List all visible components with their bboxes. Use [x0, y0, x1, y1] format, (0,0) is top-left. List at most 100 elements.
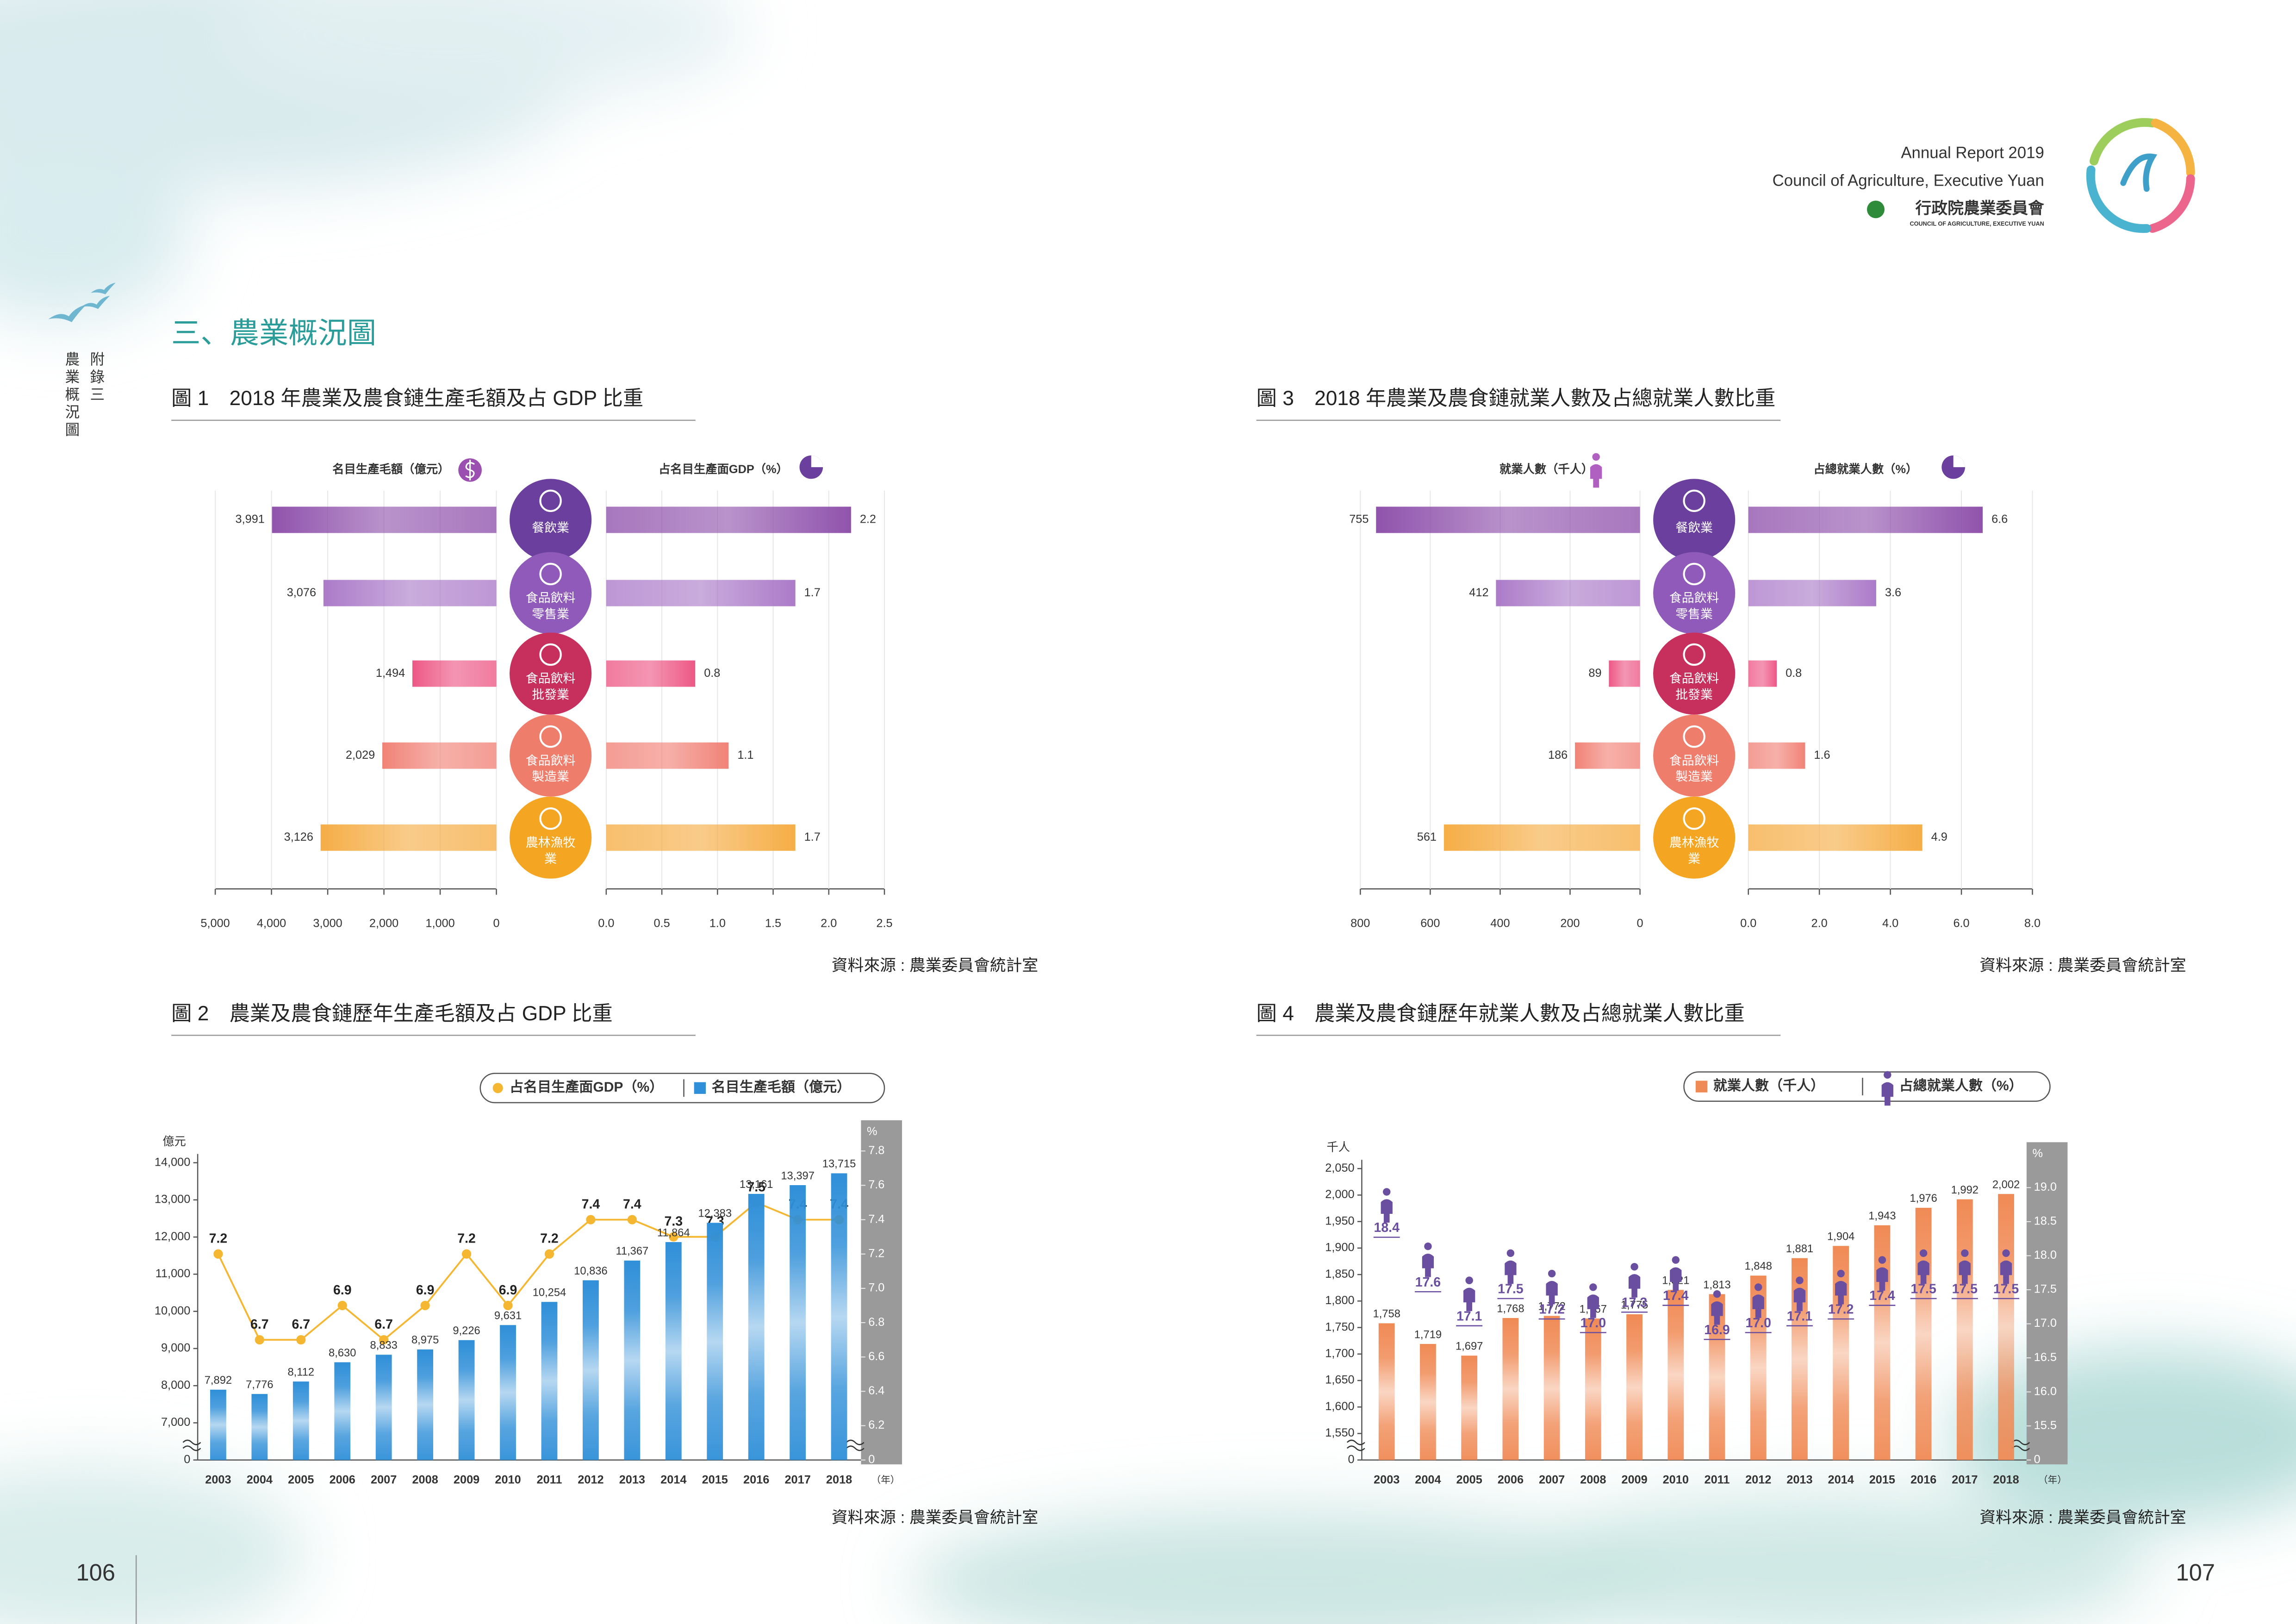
bar	[707, 1223, 723, 1460]
bar	[251, 1394, 268, 1460]
y-tick-label: 1,750	[1325, 1320, 1354, 1333]
legend-box	[479, 1073, 885, 1104]
person-body	[1752, 1294, 1764, 1318]
x-tick-label: 0.5	[653, 917, 670, 930]
category-label: 食品飲料批發業	[526, 672, 576, 702]
source-note: 資料來源 : 農業委員會統計室	[1979, 956, 2186, 974]
value-label: 7.4	[582, 1197, 600, 1212]
value-label: 13,397	[781, 1170, 815, 1182]
person-head	[2002, 1249, 2010, 1257]
y-tick-label: 1,850	[1325, 1268, 1354, 1280]
x-tick-label: 0.0	[598, 917, 614, 930]
source-note: 資料來源 : 農業委員會統計室	[832, 956, 1038, 974]
dollar-sign	[465, 460, 475, 481]
x-tick-label: 2006	[1498, 1474, 1524, 1487]
bar	[1376, 506, 1640, 533]
x-tick-label: 2017	[784, 1474, 810, 1487]
council-name: Council of Agriculture, Executive Yuan	[1773, 172, 2044, 189]
x-tick-label: 4,000	[257, 917, 286, 930]
council-name-en: COUNCIL OF AGRICULTURE, EXECUTIVE YUAN	[1910, 220, 2044, 227]
x-tick-label: 2,000	[369, 917, 398, 930]
value-label: 0.8	[1786, 667, 1802, 680]
category-label: 農林漁牧業	[526, 836, 576, 866]
y-axis-unit: 千人	[1327, 1141, 1350, 1154]
bar	[320, 824, 497, 851]
value-label: 3,991	[236, 513, 265, 526]
person-body	[2000, 1260, 2012, 1284]
x-tick-label: 800	[1350, 917, 1370, 930]
value-label: 561	[1417, 831, 1437, 843]
bar	[1668, 1290, 1684, 1460]
person-body	[1590, 464, 1602, 488]
person-body	[1917, 1260, 1929, 1284]
category-label: 食品飲料批發業	[1669, 672, 1719, 702]
x-tick-label: 2009	[1621, 1474, 1647, 1487]
page-number: 107	[2176, 1559, 2215, 1586]
pie-slice	[811, 455, 823, 468]
bar	[1956, 1199, 1973, 1460]
y2-tick-label: 15.5	[2034, 1419, 2057, 1432]
value-label: 6.9	[499, 1283, 517, 1298]
value-label: 17.1	[1456, 1309, 1482, 1324]
value-label: 6.7	[374, 1317, 393, 1332]
legend-label: 就業人數（千人）	[1713, 1078, 1824, 1093]
category-badge	[510, 479, 592, 561]
value-label: 1,848	[1745, 1261, 1772, 1273]
bar	[334, 1362, 351, 1460]
x-tick-label: 2014	[1828, 1474, 1854, 1487]
person-body	[1546, 1280, 1558, 1305]
x-tick-label: 400	[1490, 917, 1510, 930]
y2-tick-label: 7.6	[868, 1178, 884, 1191]
value-label: 412	[1469, 586, 1488, 599]
report-logo	[2086, 118, 2195, 233]
bar	[1626, 1314, 1643, 1460]
value-label: 17.4	[1869, 1288, 1895, 1303]
value-label: 10,254	[533, 1287, 566, 1299]
bar	[458, 1340, 475, 1460]
x-tick-label: 1,000	[425, 917, 454, 930]
value-label: 8,975	[411, 1334, 439, 1346]
person-body	[1835, 1280, 1847, 1305]
category-badge	[1653, 796, 1736, 879]
x-tick-label: 2009	[454, 1474, 479, 1487]
person-marker	[1381, 1188, 1393, 1223]
line-point	[337, 1300, 347, 1311]
person-head	[1754, 1283, 1762, 1291]
person-marker	[1628, 1263, 1641, 1298]
y2-tick-label: 6.6	[868, 1350, 884, 1363]
y2-tick-label: 0	[868, 1453, 875, 1466]
y2-tick-label: 0	[2034, 1453, 2041, 1466]
y2-tick-label: 7.4	[868, 1212, 884, 1225]
y-tick-label: 9,000	[161, 1342, 190, 1355]
category-icon	[539, 489, 562, 512]
line-point	[379, 1335, 389, 1345]
bar	[1998, 1194, 2014, 1460]
y-tick-label: 1,950	[1325, 1214, 1354, 1227]
bar	[1496, 580, 1640, 606]
pie-slice	[1953, 455, 1965, 468]
section-title: 三、農業概況圖	[171, 317, 376, 350]
x-tick-label: 2010	[1663, 1474, 1689, 1487]
x-tick-label: 1.5	[765, 917, 781, 930]
y-tick-label: 8,000	[161, 1379, 190, 1392]
series-name: 就業人數（千人）	[1500, 462, 1593, 476]
bar	[624, 1260, 641, 1460]
category-label: 食品飲料製造業	[1669, 754, 1719, 784]
value-label: 3,076	[287, 586, 316, 599]
bar	[583, 1280, 599, 1460]
person-marker	[1505, 1249, 1517, 1284]
category-label: 食品飲料製造業	[526, 754, 576, 784]
bar	[1833, 1246, 1849, 1460]
bar	[606, 506, 851, 533]
x-tick-label: 2011	[537, 1474, 562, 1487]
category-label: 餐飲業	[532, 521, 569, 535]
x-tick-label: 0	[1637, 917, 1643, 930]
line-point	[669, 1232, 678, 1242]
person-body	[1670, 1267, 1682, 1291]
person-head	[1837, 1269, 1845, 1278]
value-label: 2,029	[346, 749, 375, 762]
line-point	[255, 1335, 264, 1345]
value-label: 1,881	[1786, 1243, 1813, 1255]
y-tick-label: 1,700	[1325, 1347, 1354, 1360]
